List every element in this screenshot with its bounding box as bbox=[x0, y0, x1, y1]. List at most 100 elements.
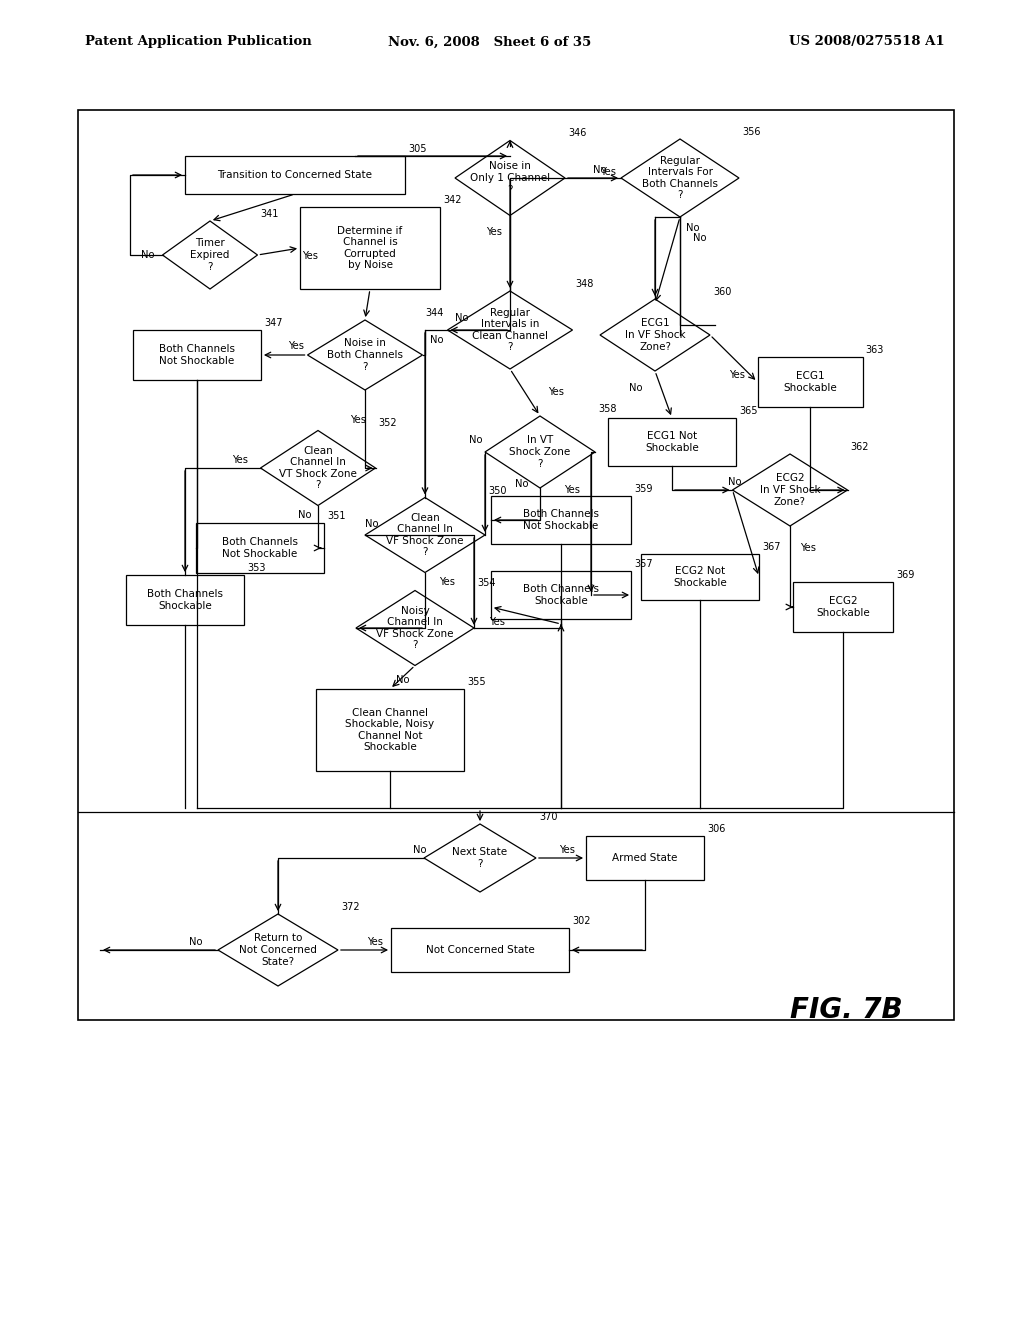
Bar bbox=[608, 418, 736, 466]
Polygon shape bbox=[621, 139, 739, 216]
Text: Return to
Not Concerned
State?: Return to Not Concerned State? bbox=[239, 933, 317, 966]
Text: Yes: Yes bbox=[800, 543, 816, 553]
Polygon shape bbox=[163, 220, 257, 289]
Text: 356: 356 bbox=[742, 127, 761, 137]
Text: Clean
Channel In
VT Shock Zone
?: Clean Channel In VT Shock Zone ? bbox=[280, 446, 357, 491]
Bar bbox=[196, 523, 324, 573]
Text: 358: 358 bbox=[598, 404, 616, 414]
Text: 351: 351 bbox=[327, 511, 345, 521]
Text: Yes: Yes bbox=[288, 341, 304, 351]
Polygon shape bbox=[260, 430, 376, 506]
Bar bbox=[586, 836, 705, 880]
Polygon shape bbox=[365, 498, 485, 573]
Text: No: No bbox=[430, 335, 443, 345]
Polygon shape bbox=[307, 319, 423, 389]
Text: 355: 355 bbox=[467, 677, 485, 686]
Text: Yes: Yes bbox=[489, 616, 505, 627]
Text: Both Channels
Not Shockable: Both Channels Not Shockable bbox=[523, 510, 599, 531]
Text: 352: 352 bbox=[379, 418, 397, 429]
Polygon shape bbox=[447, 290, 572, 370]
Text: 357: 357 bbox=[634, 558, 652, 569]
Text: 367: 367 bbox=[762, 543, 780, 552]
Text: Transition to Concerned State: Transition to Concerned State bbox=[217, 170, 373, 180]
Text: 365: 365 bbox=[739, 407, 758, 416]
Text: Nov. 6, 2008   Sheet 6 of 35: Nov. 6, 2008 Sheet 6 of 35 bbox=[388, 36, 592, 49]
Text: Not Concerned State: Not Concerned State bbox=[426, 945, 535, 954]
Polygon shape bbox=[356, 590, 474, 665]
Bar bbox=[793, 582, 893, 632]
Text: No: No bbox=[456, 313, 469, 323]
Text: No: No bbox=[686, 223, 699, 234]
Text: Clean
Channel In
VF Shock Zone
?: Clean Channel In VF Shock Zone ? bbox=[386, 512, 464, 557]
Text: No: No bbox=[141, 249, 155, 260]
Text: ECG2
Shockable: ECG2 Shockable bbox=[816, 597, 869, 618]
Text: ECG2
In VF Shock
Zone?: ECG2 In VF Shock Zone? bbox=[760, 474, 820, 507]
Text: Yes: Yes bbox=[232, 455, 248, 465]
Text: 362: 362 bbox=[851, 442, 869, 451]
Text: 363: 363 bbox=[865, 345, 884, 355]
Text: FIG. 7B: FIG. 7B bbox=[790, 997, 902, 1024]
Text: Armed State: Armed State bbox=[612, 853, 678, 863]
Text: Yes: Yes bbox=[600, 168, 616, 177]
Text: Regular
Intervals For
Both Channels
?: Regular Intervals For Both Channels ? bbox=[642, 156, 718, 201]
Text: Noisy
Channel In
VF Shock Zone
?: Noisy Channel In VF Shock Zone ? bbox=[376, 606, 454, 651]
Text: Clean Channel
Shockable, Noisy
Channel Not
Shockable: Clean Channel Shockable, Noisy Channel N… bbox=[345, 708, 434, 752]
Text: Timer
Expired
?: Timer Expired ? bbox=[190, 239, 229, 272]
Text: 372: 372 bbox=[341, 902, 359, 912]
Text: Both Channels
Not Shockable: Both Channels Not Shockable bbox=[159, 345, 234, 366]
Bar bbox=[78, 110, 954, 1020]
Text: 306: 306 bbox=[707, 824, 725, 834]
Text: 302: 302 bbox=[572, 916, 591, 927]
Text: No: No bbox=[693, 234, 707, 243]
Text: Yes: Yes bbox=[564, 484, 580, 495]
Text: Yes: Yes bbox=[729, 370, 745, 380]
Text: 353: 353 bbox=[247, 564, 265, 573]
Text: 344: 344 bbox=[426, 308, 443, 318]
Text: 360: 360 bbox=[713, 286, 731, 297]
Text: Both Channels
Shockable: Both Channels Shockable bbox=[523, 585, 599, 606]
Text: Noise in
Only 1 Channel
?: Noise in Only 1 Channel ? bbox=[470, 161, 550, 194]
Text: Noise in
Both Channels
?: Noise in Both Channels ? bbox=[327, 338, 403, 372]
Bar bbox=[641, 554, 759, 601]
Text: Yes: Yes bbox=[367, 937, 383, 946]
Text: In VT
Shock Zone
?: In VT Shock Zone ? bbox=[509, 436, 570, 469]
Text: 305: 305 bbox=[408, 144, 427, 154]
Text: ECG2 Not
Shockable: ECG2 Not Shockable bbox=[673, 566, 727, 587]
Text: No: No bbox=[469, 436, 482, 445]
Text: Patent Application Publication: Patent Application Publication bbox=[85, 36, 311, 49]
Text: ECG1
Shockable: ECG1 Shockable bbox=[783, 371, 837, 393]
Text: Yes: Yes bbox=[350, 414, 366, 425]
Polygon shape bbox=[455, 140, 565, 215]
Text: No: No bbox=[414, 845, 427, 855]
Polygon shape bbox=[600, 300, 710, 371]
Bar bbox=[185, 156, 406, 194]
Text: Yes: Yes bbox=[559, 845, 575, 855]
Bar bbox=[490, 572, 631, 619]
Bar bbox=[316, 689, 464, 771]
Bar bbox=[490, 496, 631, 544]
Text: Regular
Intervals in
Clean Channel
?: Regular Intervals in Clean Channel ? bbox=[472, 308, 548, 352]
Text: 348: 348 bbox=[575, 279, 594, 289]
Text: 369: 369 bbox=[896, 570, 914, 579]
Text: Yes: Yes bbox=[486, 227, 502, 238]
Text: 342: 342 bbox=[443, 195, 462, 205]
Bar bbox=[126, 576, 244, 624]
Bar bbox=[391, 928, 569, 972]
Text: US 2008/0275518 A1: US 2008/0275518 A1 bbox=[790, 36, 945, 49]
Text: 341: 341 bbox=[260, 209, 279, 219]
Text: No: No bbox=[189, 937, 203, 946]
Text: Next State
?: Next State ? bbox=[453, 847, 508, 869]
Text: 354: 354 bbox=[477, 578, 496, 589]
Text: No: No bbox=[298, 510, 311, 520]
Text: ECG1
In VF Shock
Zone?: ECG1 In VF Shock Zone? bbox=[625, 318, 685, 351]
Text: 359: 359 bbox=[634, 484, 652, 494]
Text: 350: 350 bbox=[488, 486, 507, 495]
Text: Yes: Yes bbox=[439, 577, 455, 587]
Text: No: No bbox=[630, 383, 643, 393]
Text: Determine if
Channel is
Corrupted
by Noise: Determine if Channel is Corrupted by Noi… bbox=[337, 226, 402, 271]
Polygon shape bbox=[485, 416, 595, 488]
Text: 346: 346 bbox=[568, 128, 587, 139]
Text: 347: 347 bbox=[264, 318, 283, 327]
Text: 370: 370 bbox=[539, 812, 557, 822]
Text: No: No bbox=[396, 675, 410, 685]
